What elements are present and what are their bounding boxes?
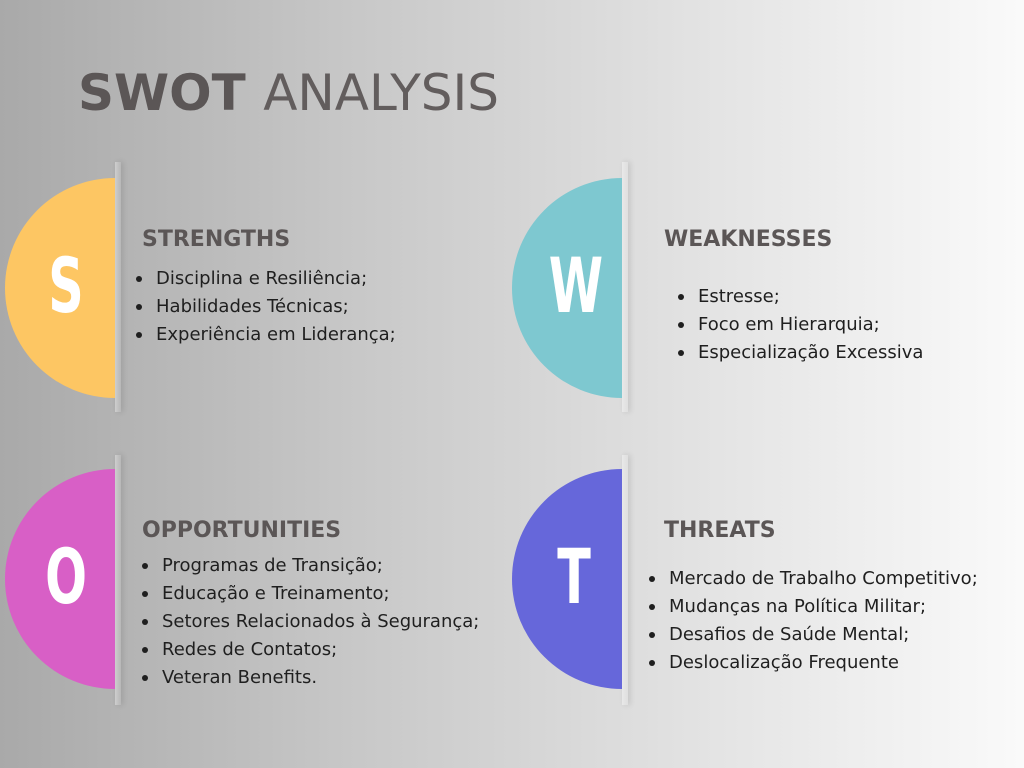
page-title: SWOT ANALYSIS <box>78 58 499 128</box>
strengths-letter: S <box>48 241 84 330</box>
list-item: Habilidades Técnicas; <box>134 293 396 321</box>
list-item: Mudanças na Política Militar; <box>647 593 978 621</box>
opportunities-divider <box>115 455 121 705</box>
threats-letter: T <box>557 532 591 621</box>
strengths-heading: STRENGTHS <box>142 227 291 252</box>
weaknesses-heading: WEAKNESSES <box>664 227 833 252</box>
list-item: Deslocalização Frequente <box>647 649 978 677</box>
weaknesses-divider <box>622 162 628 412</box>
opportunities-list: Programas de Transição; Educação e Treina… <box>140 552 479 692</box>
list-item: Disciplina e Resiliência; <box>134 265 396 293</box>
threats-heading: THREATS <box>664 518 776 543</box>
list-item: Educação e Treinamento; <box>140 580 479 608</box>
list-item: Especialização Excessiva <box>676 339 923 367</box>
list-item: Mercado de Trabalho Competitivo; <box>647 565 978 593</box>
threats-list: Mercado de Trabalho Competitivo; Mudanças… <box>647 565 978 677</box>
threats-divider <box>622 455 628 705</box>
opportunities-letter: O <box>45 532 87 621</box>
title-bold: SWOT <box>78 64 246 122</box>
list-item: Experiência em Liderança; <box>134 321 396 349</box>
list-item: Redes de Contatos; <box>140 636 479 664</box>
weaknesses-letter: W <box>548 241 604 330</box>
list-item: Veteran Benefits. <box>140 664 479 692</box>
list-item: Setores Relacionados à Segurança; <box>140 608 479 636</box>
strengths-list: Disciplina e Resiliência; Habilidades Téc… <box>134 265 396 349</box>
list-item: Foco em Hierarquia; <box>676 311 923 339</box>
strengths-divider <box>115 162 121 412</box>
title-light: ANALYSIS <box>263 64 499 122</box>
weaknesses-list: Estresse; Foco em Hierarquia; Especializaç… <box>676 283 923 367</box>
list-item: Desafios de Saúde Mental; <box>647 621 978 649</box>
opportunities-heading: OPPORTUNITIES <box>142 518 342 543</box>
list-item: Estresse; <box>676 283 923 311</box>
list-item: Programas de Transição; <box>140 552 479 580</box>
